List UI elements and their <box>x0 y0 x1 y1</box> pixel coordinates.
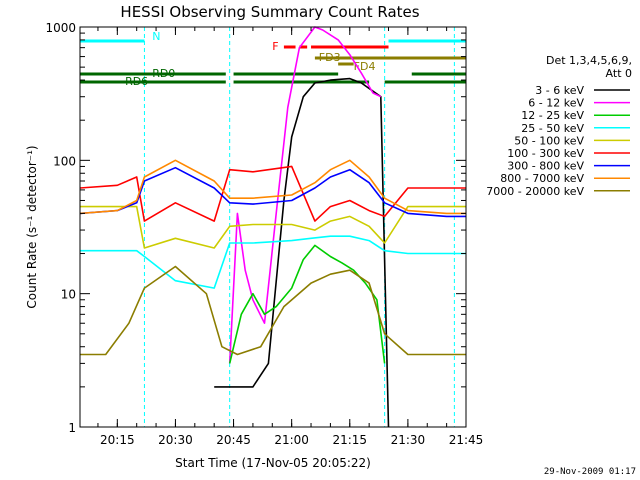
flag-label-rd6: RD6 <box>125 75 148 88</box>
series-line-12-25-kev <box>228 244 386 364</box>
series-line-800-7000-kev <box>79 159 466 215</box>
y-axis: 1 10 100 1000 <box>45 21 466 435</box>
x-tick-label-3: 21:00 <box>274 433 309 447</box>
x-tick-label-0: 20:15 <box>100 433 135 447</box>
series-line-50-100-kev <box>80 205 466 249</box>
x-axis-label: Start Time (17-Nov-05 20:05:22) <box>175 456 371 470</box>
legend-label-300-800-kev: 300 - 800 keV <box>507 160 584 173</box>
x-tick-label-5: 21:30 <box>391 433 426 447</box>
x-tick-label-4: 21:15 <box>332 433 367 447</box>
flag-label-fd3: FD3 <box>319 51 341 64</box>
legend-label-6-12-kev: 6 - 12 keV <box>528 97 584 110</box>
x-tick-label-6: 21:45 <box>449 433 484 447</box>
generation-timestamp: 29-Nov-2009 01:17 <box>544 467 636 477</box>
x-tick-label-2: 20:45 <box>216 433 251 447</box>
flag-label-n: N <box>152 30 160 43</box>
legend-label-3-6-kev: 3 - 6 keV <box>535 84 584 97</box>
x-axis: 20:15 20:30 20:45 21:00 21:15 21:30 21:45 <box>97 27 484 447</box>
plot-frame <box>79 26 467 428</box>
flag-label-f: F <box>272 40 278 53</box>
legend-label-25-50-kev: 25 - 50 keV <box>521 122 584 135</box>
legend-label-50-100-kev: 50 - 100 keV <box>514 134 584 147</box>
x-tick-label-1: 20:30 <box>158 433 193 447</box>
series-line-7000-20000-kev <box>80 265 466 356</box>
y-tick-label-1: 10 <box>61 288 76 302</box>
y-tick-label-2: 100 <box>53 154 76 168</box>
legend-label-12-25-kev: 12 - 25 keV <box>521 109 584 122</box>
y-tick-label-0: 1 <box>68 421 76 435</box>
y-tick-label-3: 1000 <box>45 21 76 35</box>
legend-header-line-2: Att 0 <box>606 67 632 80</box>
y-axis-label: Count Rate (s⁻¹ detector⁻¹) <box>25 145 39 308</box>
flag-label-rd0: RD0 <box>152 67 175 80</box>
chart-title: HESSI Observing Summary Count Rates <box>120 3 419 21</box>
legend-label-800-7000-kev: 800 - 7000 keV <box>500 172 584 185</box>
legend-label-7000-20000-kev: 7000 - 20000 keV <box>486 185 584 198</box>
legend-label-100-300-kev: 100 - 300 keV <box>507 147 584 160</box>
series-line-25-50-kev <box>80 235 466 289</box>
legend-header-line-1: Det 1,3,4,5,6,9, <box>546 54 632 67</box>
series-line-6-12-kev <box>228 26 382 364</box>
series-line-300-800-kev <box>79 166 466 218</box>
